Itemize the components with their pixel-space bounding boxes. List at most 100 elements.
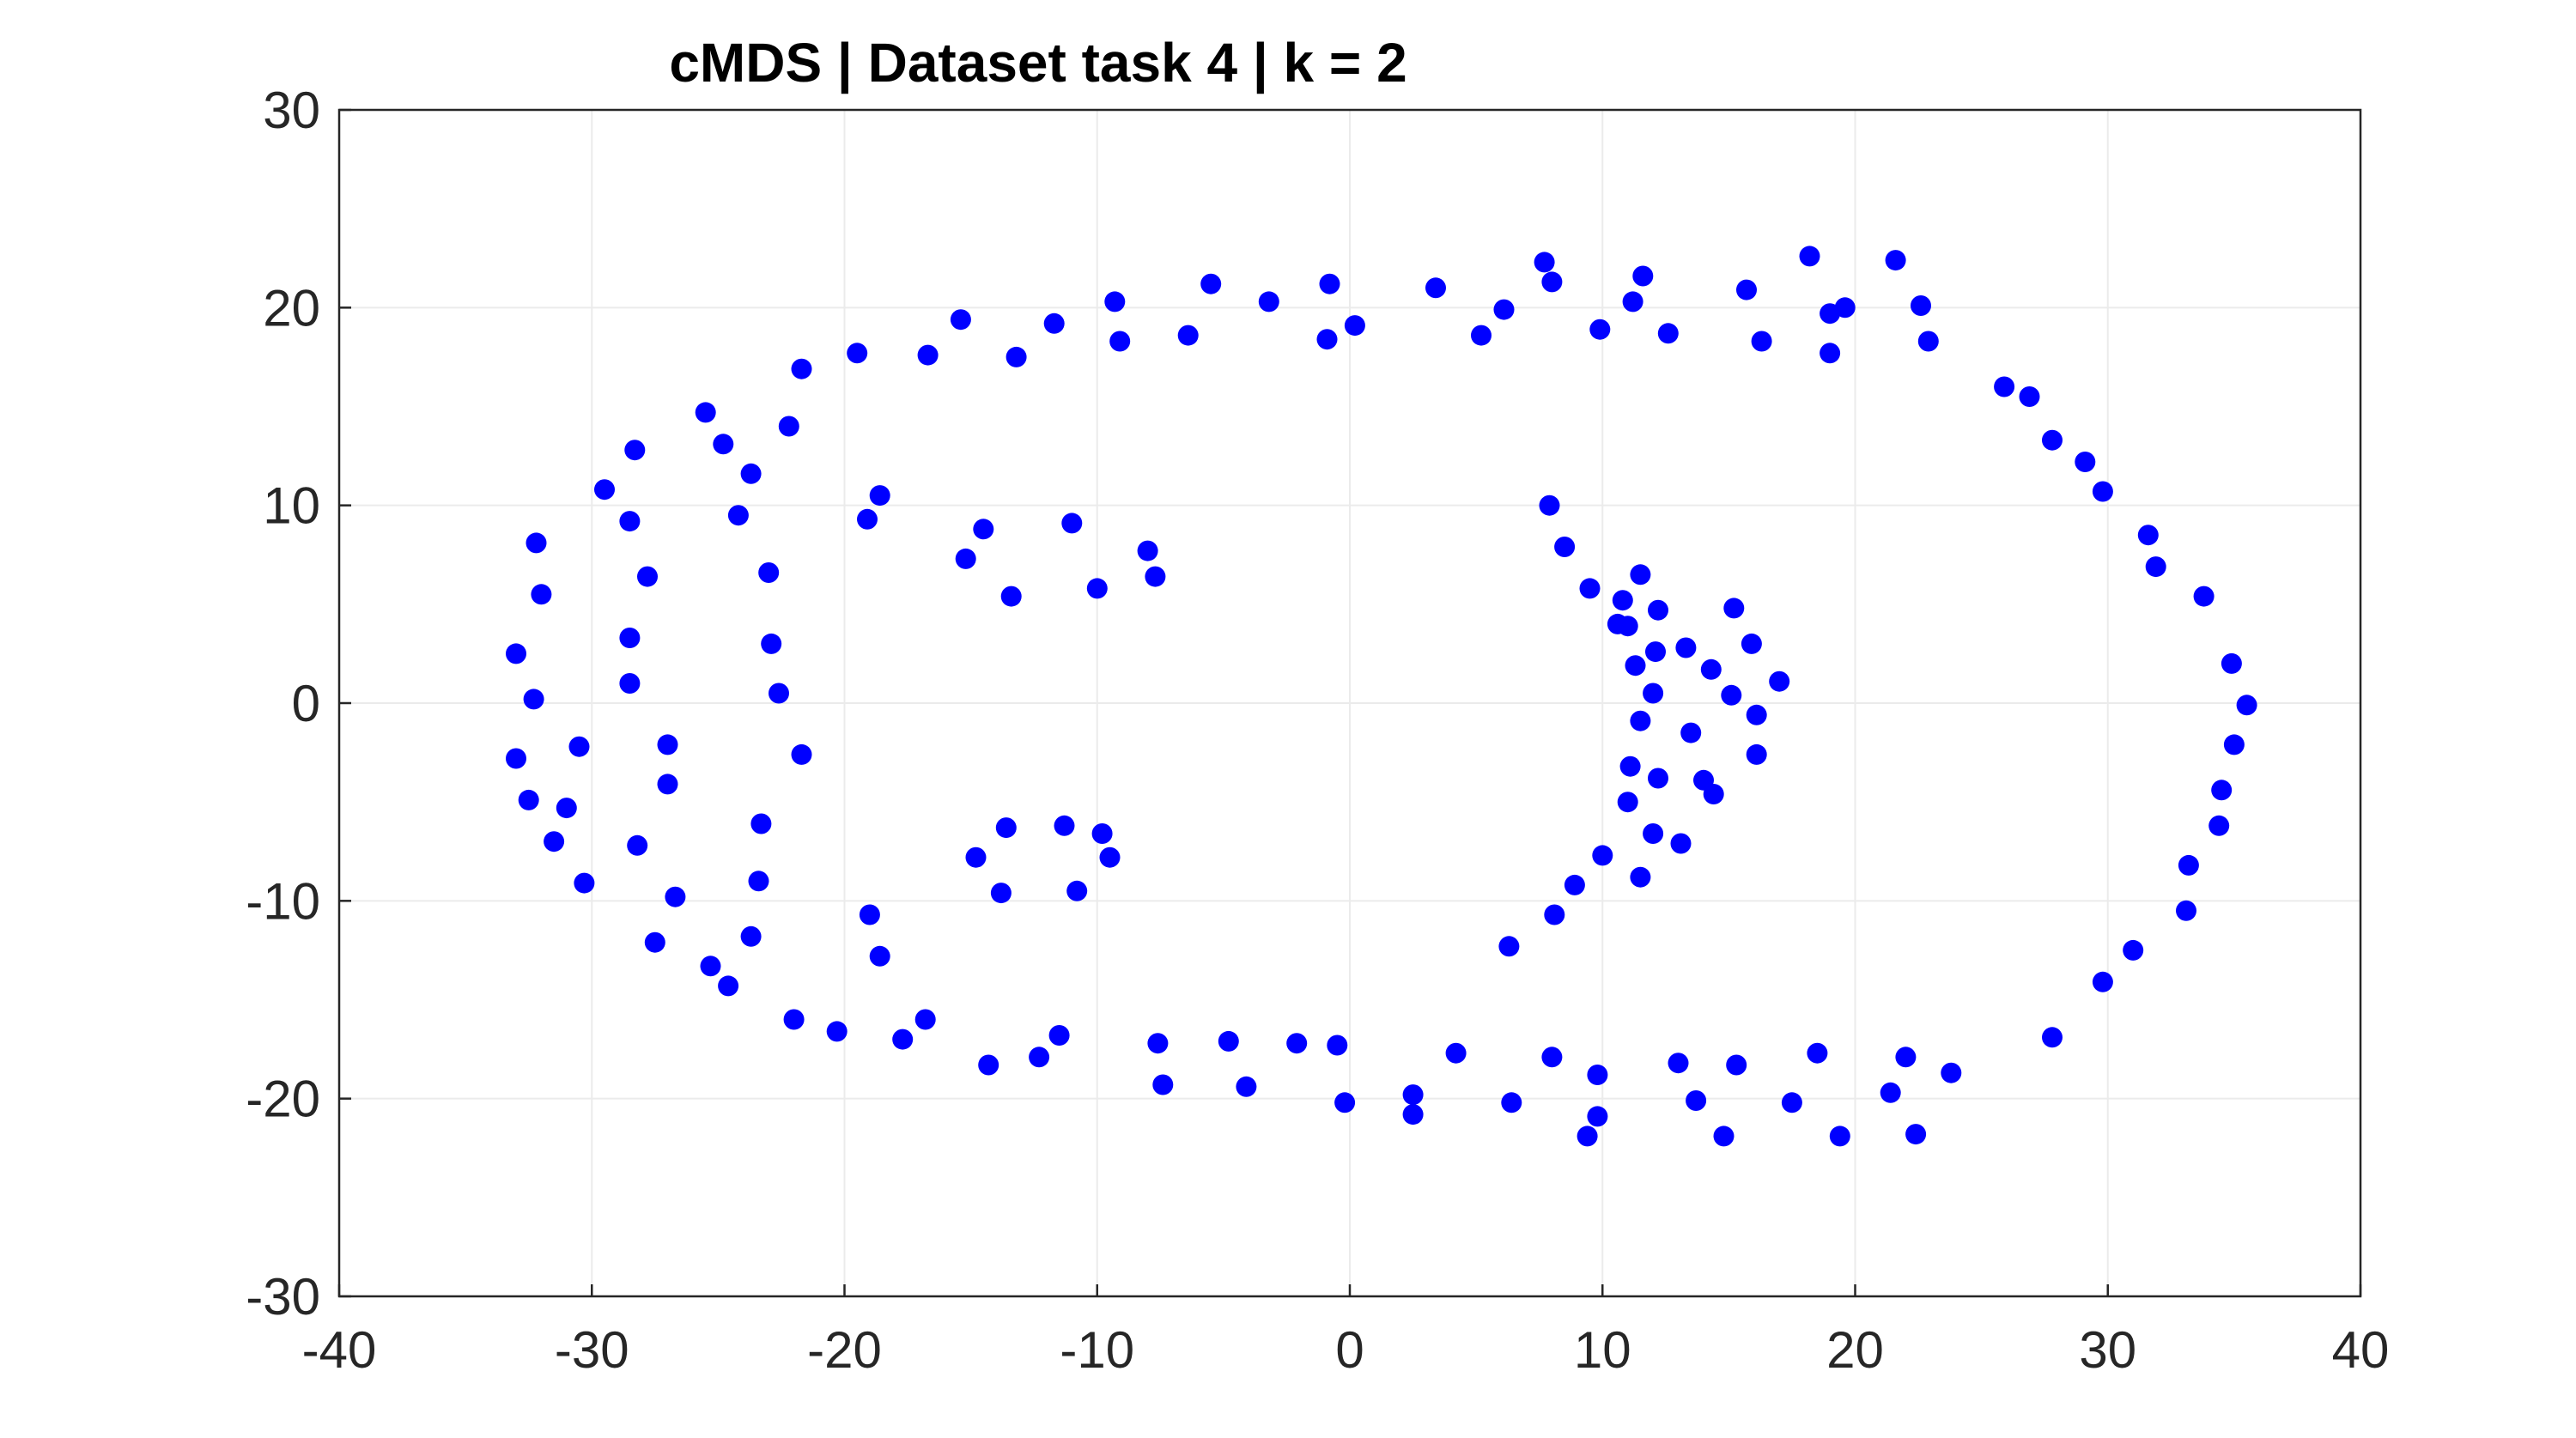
data-point xyxy=(1048,1025,1070,1046)
data-point xyxy=(1564,874,1585,895)
data-point xyxy=(950,309,971,331)
data-point xyxy=(2193,586,2215,607)
data-point xyxy=(1592,845,1613,866)
data-point xyxy=(695,402,716,423)
data-point xyxy=(2123,939,2144,961)
data-point xyxy=(1612,590,1633,611)
data-point xyxy=(1686,1090,1707,1111)
data-point xyxy=(1820,343,1841,364)
data-point xyxy=(1137,540,1158,561)
data-point xyxy=(1617,792,1638,813)
data-point xyxy=(1746,743,1767,765)
data-point xyxy=(1258,291,1279,312)
data-point xyxy=(657,774,678,795)
data-point xyxy=(1043,312,1065,334)
y-tick-labels: -30 -20 -10 0 10 20 30 xyxy=(246,82,320,1326)
data-point xyxy=(1327,1035,1348,1056)
data-point xyxy=(740,463,762,484)
data-point xyxy=(990,883,1012,904)
data-point xyxy=(2092,971,2113,992)
data-point xyxy=(1091,823,1113,844)
data-point xyxy=(1086,578,1108,599)
data-point xyxy=(1880,1082,1901,1103)
data-point xyxy=(857,508,878,530)
data-point xyxy=(700,956,721,977)
data-point xyxy=(1104,291,1126,312)
data-point xyxy=(574,872,595,894)
y-tick-label: 20 xyxy=(263,279,320,337)
data-point xyxy=(1579,578,1601,599)
data-point xyxy=(1554,537,1576,557)
axis-ticks xyxy=(337,108,2362,1298)
data-point xyxy=(627,834,648,856)
data-point xyxy=(1587,1106,1608,1127)
data-point xyxy=(1736,279,1757,300)
data-point xyxy=(518,789,539,810)
data-point xyxy=(1498,936,1520,957)
data-point xyxy=(1147,1033,1169,1054)
data-point xyxy=(1713,1126,1735,1147)
data-point xyxy=(955,548,976,569)
data-point xyxy=(847,343,868,364)
data-point xyxy=(1630,564,1651,586)
data-point xyxy=(791,358,812,379)
data-point xyxy=(594,479,615,501)
data-point xyxy=(1643,683,1664,704)
data-point xyxy=(1541,271,1563,293)
data-point xyxy=(1895,1047,1917,1068)
data-point xyxy=(1829,1126,1850,1147)
data-point xyxy=(1587,1065,1608,1085)
data-point xyxy=(1544,904,1565,925)
y-tick-label: 0 xyxy=(292,675,320,732)
data-point xyxy=(917,344,939,366)
data-point xyxy=(978,1054,999,1076)
data-point xyxy=(1807,1042,1828,1064)
data-point xyxy=(1741,633,1762,654)
data-point xyxy=(531,584,552,605)
data-point xyxy=(713,434,734,455)
data-point xyxy=(2075,452,2096,472)
data-point xyxy=(973,519,994,540)
data-point xyxy=(1145,566,1166,587)
data-point xyxy=(1099,846,1121,868)
data-point xyxy=(1625,655,1646,677)
data-point xyxy=(2145,556,2166,578)
data-point xyxy=(1236,1076,1257,1097)
data-point xyxy=(1402,1084,1424,1106)
data-point xyxy=(624,440,646,461)
data-point xyxy=(1721,684,1742,706)
data-point xyxy=(506,748,526,769)
data-point xyxy=(1670,833,1692,854)
data-point xyxy=(2137,525,2159,546)
grid-lines xyxy=(339,110,2360,1296)
data-point xyxy=(791,743,812,765)
y-tick-label: -20 xyxy=(246,1071,320,1128)
data-point xyxy=(914,1009,936,1030)
data-point xyxy=(1152,1074,1174,1095)
x-tick-label: 30 xyxy=(2079,1321,2136,1379)
data-point xyxy=(1286,1033,1308,1054)
x-tick-label: -40 xyxy=(302,1321,377,1379)
x-tick-labels: -40 -30 -20 -10 0 10 20 30 40 xyxy=(302,1321,2390,1379)
data-point xyxy=(892,1028,914,1050)
data-point xyxy=(1905,1124,1927,1145)
data-point xyxy=(1700,658,1722,680)
data-point xyxy=(740,925,762,947)
data-point xyxy=(727,505,749,526)
data-point xyxy=(1703,784,1724,804)
data-point xyxy=(2042,1027,2063,1048)
data-point xyxy=(544,831,565,852)
data-point xyxy=(1746,704,1767,725)
data-point xyxy=(619,673,641,694)
data-point xyxy=(1668,1053,1689,1074)
data-point xyxy=(761,633,782,654)
y-tick-label: -10 xyxy=(246,872,320,930)
data-point xyxy=(1911,295,1931,316)
data-point xyxy=(1471,325,1492,346)
data-point xyxy=(1061,513,1083,534)
data-point xyxy=(1917,331,1939,352)
data-point xyxy=(1177,325,1199,346)
data-point xyxy=(1218,1030,1239,1052)
data-point xyxy=(1632,265,1654,287)
